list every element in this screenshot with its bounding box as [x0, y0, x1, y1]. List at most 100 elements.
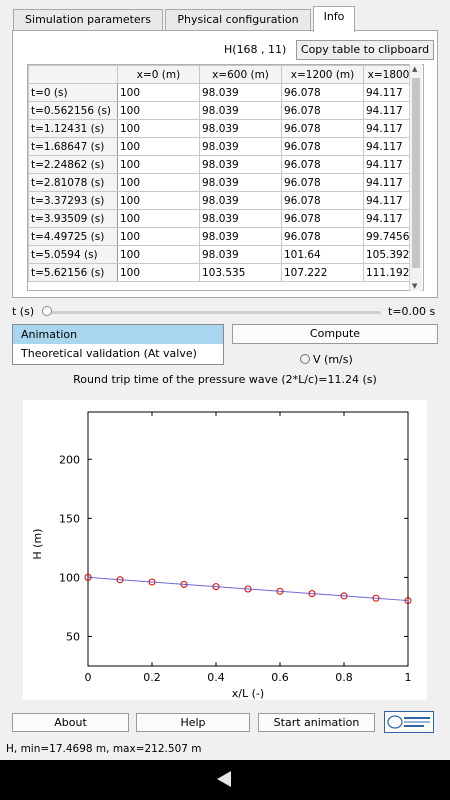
table-cell[interactable]: 100: [117, 191, 200, 210]
university-logo: [384, 711, 434, 733]
x-tick-label: 1: [405, 671, 412, 684]
scroll-thumb[interactable]: [412, 78, 420, 268]
table-cell[interactable]: 100: [117, 209, 200, 228]
table-cell[interactable]: 105.392: [363, 245, 414, 264]
data-point: [244, 585, 252, 593]
table-cell[interactable]: 98.039: [199, 119, 282, 138]
table-cell[interactable]: 96.078: [281, 173, 364, 192]
table-cell[interactable]: 100: [117, 227, 200, 246]
list-item-theoretical-validation[interactable]: Theoretical validation (At valve): [21, 347, 197, 360]
table-cell[interactable]: 98.039: [199, 101, 282, 120]
compute-button[interactable]: Compute: [232, 324, 438, 344]
table-cell[interactable]: 98.039: [199, 191, 282, 210]
table-row[interactable]: t=3.37293 (s) 100 98.039 96.078 94.117: [28, 191, 414, 210]
plot-frame: [87, 411, 409, 667]
time-slider-track[interactable]: [46, 311, 381, 314]
list-item-animation[interactable]: Animation: [13, 325, 223, 344]
table-cell[interactable]: 94.117: [363, 83, 414, 102]
table-cell[interactable]: 94.117: [363, 101, 414, 120]
back-icon[interactable]: [217, 771, 231, 787]
table-cell[interactable]: 96.078: [281, 227, 364, 246]
table-cell[interactable]: 94.117: [363, 209, 414, 228]
android-nav-bar: [0, 760, 450, 800]
table-cell[interactable]: 96.078: [281, 101, 364, 120]
table-row[interactable]: t=0 (s) 100 98.039 96.078 94.117: [28, 83, 414, 102]
column-header[interactable]: x=0 (m): [117, 65, 200, 84]
table-cell[interactable]: 96.078: [281, 83, 364, 102]
row-header[interactable]: t=3.37293 (s): [28, 191, 118, 210]
about-button[interactable]: About: [12, 713, 129, 732]
table-row[interactable]: t=1.68647 (s) 100 98.039 96.078 94.117: [28, 137, 414, 156]
table-cell[interactable]: 100: [117, 155, 200, 174]
table-cell[interactable]: 99.7456: [363, 227, 414, 246]
table-cell[interactable]: 98.039: [199, 173, 282, 192]
table-cell[interactable]: 96.078: [281, 155, 364, 174]
table-cell[interactable]: 94.117: [363, 137, 414, 156]
table-row[interactable]: t=2.81078 (s) 100 98.039 96.078 94.117: [28, 173, 414, 192]
table-cell[interactable]: 111.192: [363, 263, 414, 282]
table-cell[interactable]: 100: [117, 101, 200, 120]
data-point: [180, 580, 188, 588]
start-animation-button[interactable]: Start animation: [258, 713, 375, 732]
table-cell[interactable]: 94.117: [363, 155, 414, 174]
table-cell[interactable]: 96.078: [281, 191, 364, 210]
table-row[interactable]: t=5.0594 (s) 100 98.039 101.64 105.392: [28, 245, 414, 264]
table-row[interactable]: t=5.62156 (s) 100 103.535 107.222 111.192: [28, 263, 414, 282]
column-header[interactable]: x=600 (m): [199, 65, 282, 84]
y-axis-label: H (m): [31, 529, 44, 560]
row-header[interactable]: t=5.62156 (s): [28, 263, 118, 282]
row-header[interactable]: t=1.68647 (s): [28, 137, 118, 156]
table-row[interactable]: t=2.24862 (s) 100 98.039 96.078 94.117: [28, 155, 414, 174]
radio-circle-icon[interactable]: [300, 354, 310, 364]
table-cell[interactable]: 100: [117, 137, 200, 156]
help-button[interactable]: Help: [136, 713, 250, 732]
table-cell[interactable]: 100: [117, 119, 200, 138]
column-header[interactable]: x=1800: [363, 65, 414, 84]
results-table[interactable]: x=0 (m) x=600 (m) x=1200 (m) x=1800 t=0 (s)…: [27, 64, 424, 291]
table-cell[interactable]: 98.039: [199, 83, 282, 102]
table-cell[interactable]: 107.222: [281, 263, 364, 282]
table-cell[interactable]: 101.64: [281, 245, 364, 264]
table-cell[interactable]: 98.039: [199, 245, 282, 264]
table-cell[interactable]: 100: [117, 263, 200, 282]
table-cell[interactable]: 96.078: [281, 209, 364, 228]
row-header[interactable]: t=1.12431 (s): [28, 119, 118, 138]
table-cell[interactable]: 94.117: [363, 191, 414, 210]
row-header[interactable]: t=2.81078 (s): [28, 173, 118, 192]
row-header[interactable]: t=0 (s): [28, 83, 118, 102]
table-cell[interactable]: 100: [117, 245, 200, 264]
table-cell[interactable]: 96.078: [281, 119, 364, 138]
table-cell[interactable]: 103.535: [199, 263, 282, 282]
table-row[interactable]: t=0.562156 (s) 100 98.039 96.078 94.117: [28, 101, 414, 120]
table-cell[interactable]: 98.039: [199, 137, 282, 156]
table-cell[interactable]: 96.078: [281, 137, 364, 156]
table-vertical-scrollbar[interactable]: ▲ ▼: [409, 64, 422, 291]
column-header[interactable]: [28, 65, 118, 84]
row-header[interactable]: t=3.93509 (s): [28, 209, 118, 228]
tab-info[interactable]: Info: [313, 6, 355, 32]
table-cell[interactable]: 98.039: [199, 155, 282, 174]
velocity-radio[interactable]: V (m/s): [300, 353, 353, 366]
column-header[interactable]: x=1200 (m): [281, 65, 364, 84]
scroll-up-icon[interactable]: ▲: [412, 65, 418, 73]
table-cell[interactable]: 98.039: [199, 209, 282, 228]
row-header[interactable]: t=4.49725 (s): [28, 227, 118, 246]
scroll-down-icon[interactable]: ▼: [412, 282, 418, 290]
copy-table-button[interactable]: Copy table to clipboard: [296, 40, 434, 60]
table-row[interactable]: t=3.93509 (s) 100 98.039 96.078 94.117: [28, 209, 414, 228]
table-row[interactable]: t=4.49725 (s) 100 98.039 96.078 99.7456: [28, 227, 414, 246]
row-header[interactable]: t=0.562156 (s): [28, 101, 118, 120]
row-header[interactable]: t=2.24862 (s): [28, 155, 118, 174]
table-cell[interactable]: 100: [117, 173, 200, 192]
table-cell[interactable]: 94.117: [363, 119, 414, 138]
row-header[interactable]: t=5.0594 (s): [28, 245, 118, 264]
tab-physical-configuration[interactable]: Physical configuration: [165, 9, 311, 31]
tab-simulation-parameters[interactable]: Simulation parameters: [13, 9, 163, 31]
table-row[interactable]: t=1.12431 (s) 100 98.039 96.078 94.117: [28, 119, 414, 138]
time-slider-thumb[interactable]: [42, 306, 52, 316]
table-cell[interactable]: 94.117: [363, 173, 414, 192]
table-cell[interactable]: 98.039: [199, 227, 282, 246]
table-cell[interactable]: 100: [117, 83, 200, 102]
y-tick-label: 150: [59, 512, 80, 525]
